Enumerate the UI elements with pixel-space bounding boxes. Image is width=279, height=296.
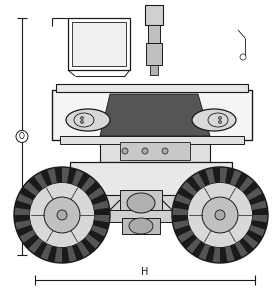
Polygon shape [94,215,110,223]
Polygon shape [77,242,90,258]
Circle shape [218,117,222,120]
Polygon shape [34,172,47,189]
Polygon shape [243,234,259,249]
Ellipse shape [192,109,236,131]
Polygon shape [14,207,30,215]
Polygon shape [62,167,69,183]
Polygon shape [205,168,215,184]
Bar [80,195,222,211]
Ellipse shape [127,193,155,213]
Polygon shape [15,220,31,230]
Wedge shape [14,167,110,263]
Polygon shape [174,193,191,205]
Polygon shape [54,247,62,263]
Polygon shape [23,181,39,196]
Circle shape [122,148,128,154]
Ellipse shape [66,109,110,131]
Polygon shape [230,169,242,186]
Wedge shape [172,167,268,263]
Polygon shape [172,207,188,215]
Ellipse shape [29,182,95,248]
Ellipse shape [202,197,238,233]
Polygon shape [186,238,201,254]
Circle shape [16,131,28,142]
Bar [68,18,130,70]
Polygon shape [16,193,33,205]
Polygon shape [249,225,266,237]
Ellipse shape [44,197,80,233]
Text: O: O [19,132,25,141]
Polygon shape [28,238,43,254]
Text: H: H [141,267,149,277]
Bar [52,90,252,140]
Ellipse shape [187,182,253,248]
Polygon shape [19,230,36,243]
Polygon shape [213,247,220,263]
Polygon shape [91,225,108,237]
Bar [122,218,160,234]
Bar [150,65,158,75]
Polygon shape [40,244,52,261]
Polygon shape [239,176,254,192]
Ellipse shape [57,210,67,220]
Ellipse shape [129,218,153,234]
Circle shape [81,117,83,120]
Bar [120,142,190,160]
Polygon shape [93,200,109,210]
Bar [146,43,162,65]
Polygon shape [177,230,194,243]
Bar [120,190,162,216]
Polygon shape [252,215,268,223]
Circle shape [142,148,148,154]
Polygon shape [85,234,101,249]
Bar [177,205,207,213]
Polygon shape [72,169,84,186]
Polygon shape [192,172,205,189]
Bar [90,210,192,222]
Polygon shape [251,200,267,210]
Circle shape [162,148,168,154]
Bar [75,205,105,213]
Bar [72,22,126,66]
Polygon shape [235,242,248,258]
Circle shape [81,120,83,123]
Bar [100,140,210,162]
Polygon shape [47,168,57,184]
Polygon shape [181,181,197,196]
Polygon shape [225,246,235,263]
Bar [60,136,244,144]
Bar [145,5,163,25]
Polygon shape [81,176,96,192]
Polygon shape [173,220,189,230]
Polygon shape [88,187,105,200]
Bar [70,162,232,200]
Polygon shape [100,94,210,136]
Circle shape [218,120,222,123]
Polygon shape [246,187,263,200]
Polygon shape [67,246,77,263]
Polygon shape [220,167,227,183]
Ellipse shape [215,210,225,220]
Polygon shape [198,244,210,261]
Bar [148,25,160,43]
Bar [56,84,248,92]
